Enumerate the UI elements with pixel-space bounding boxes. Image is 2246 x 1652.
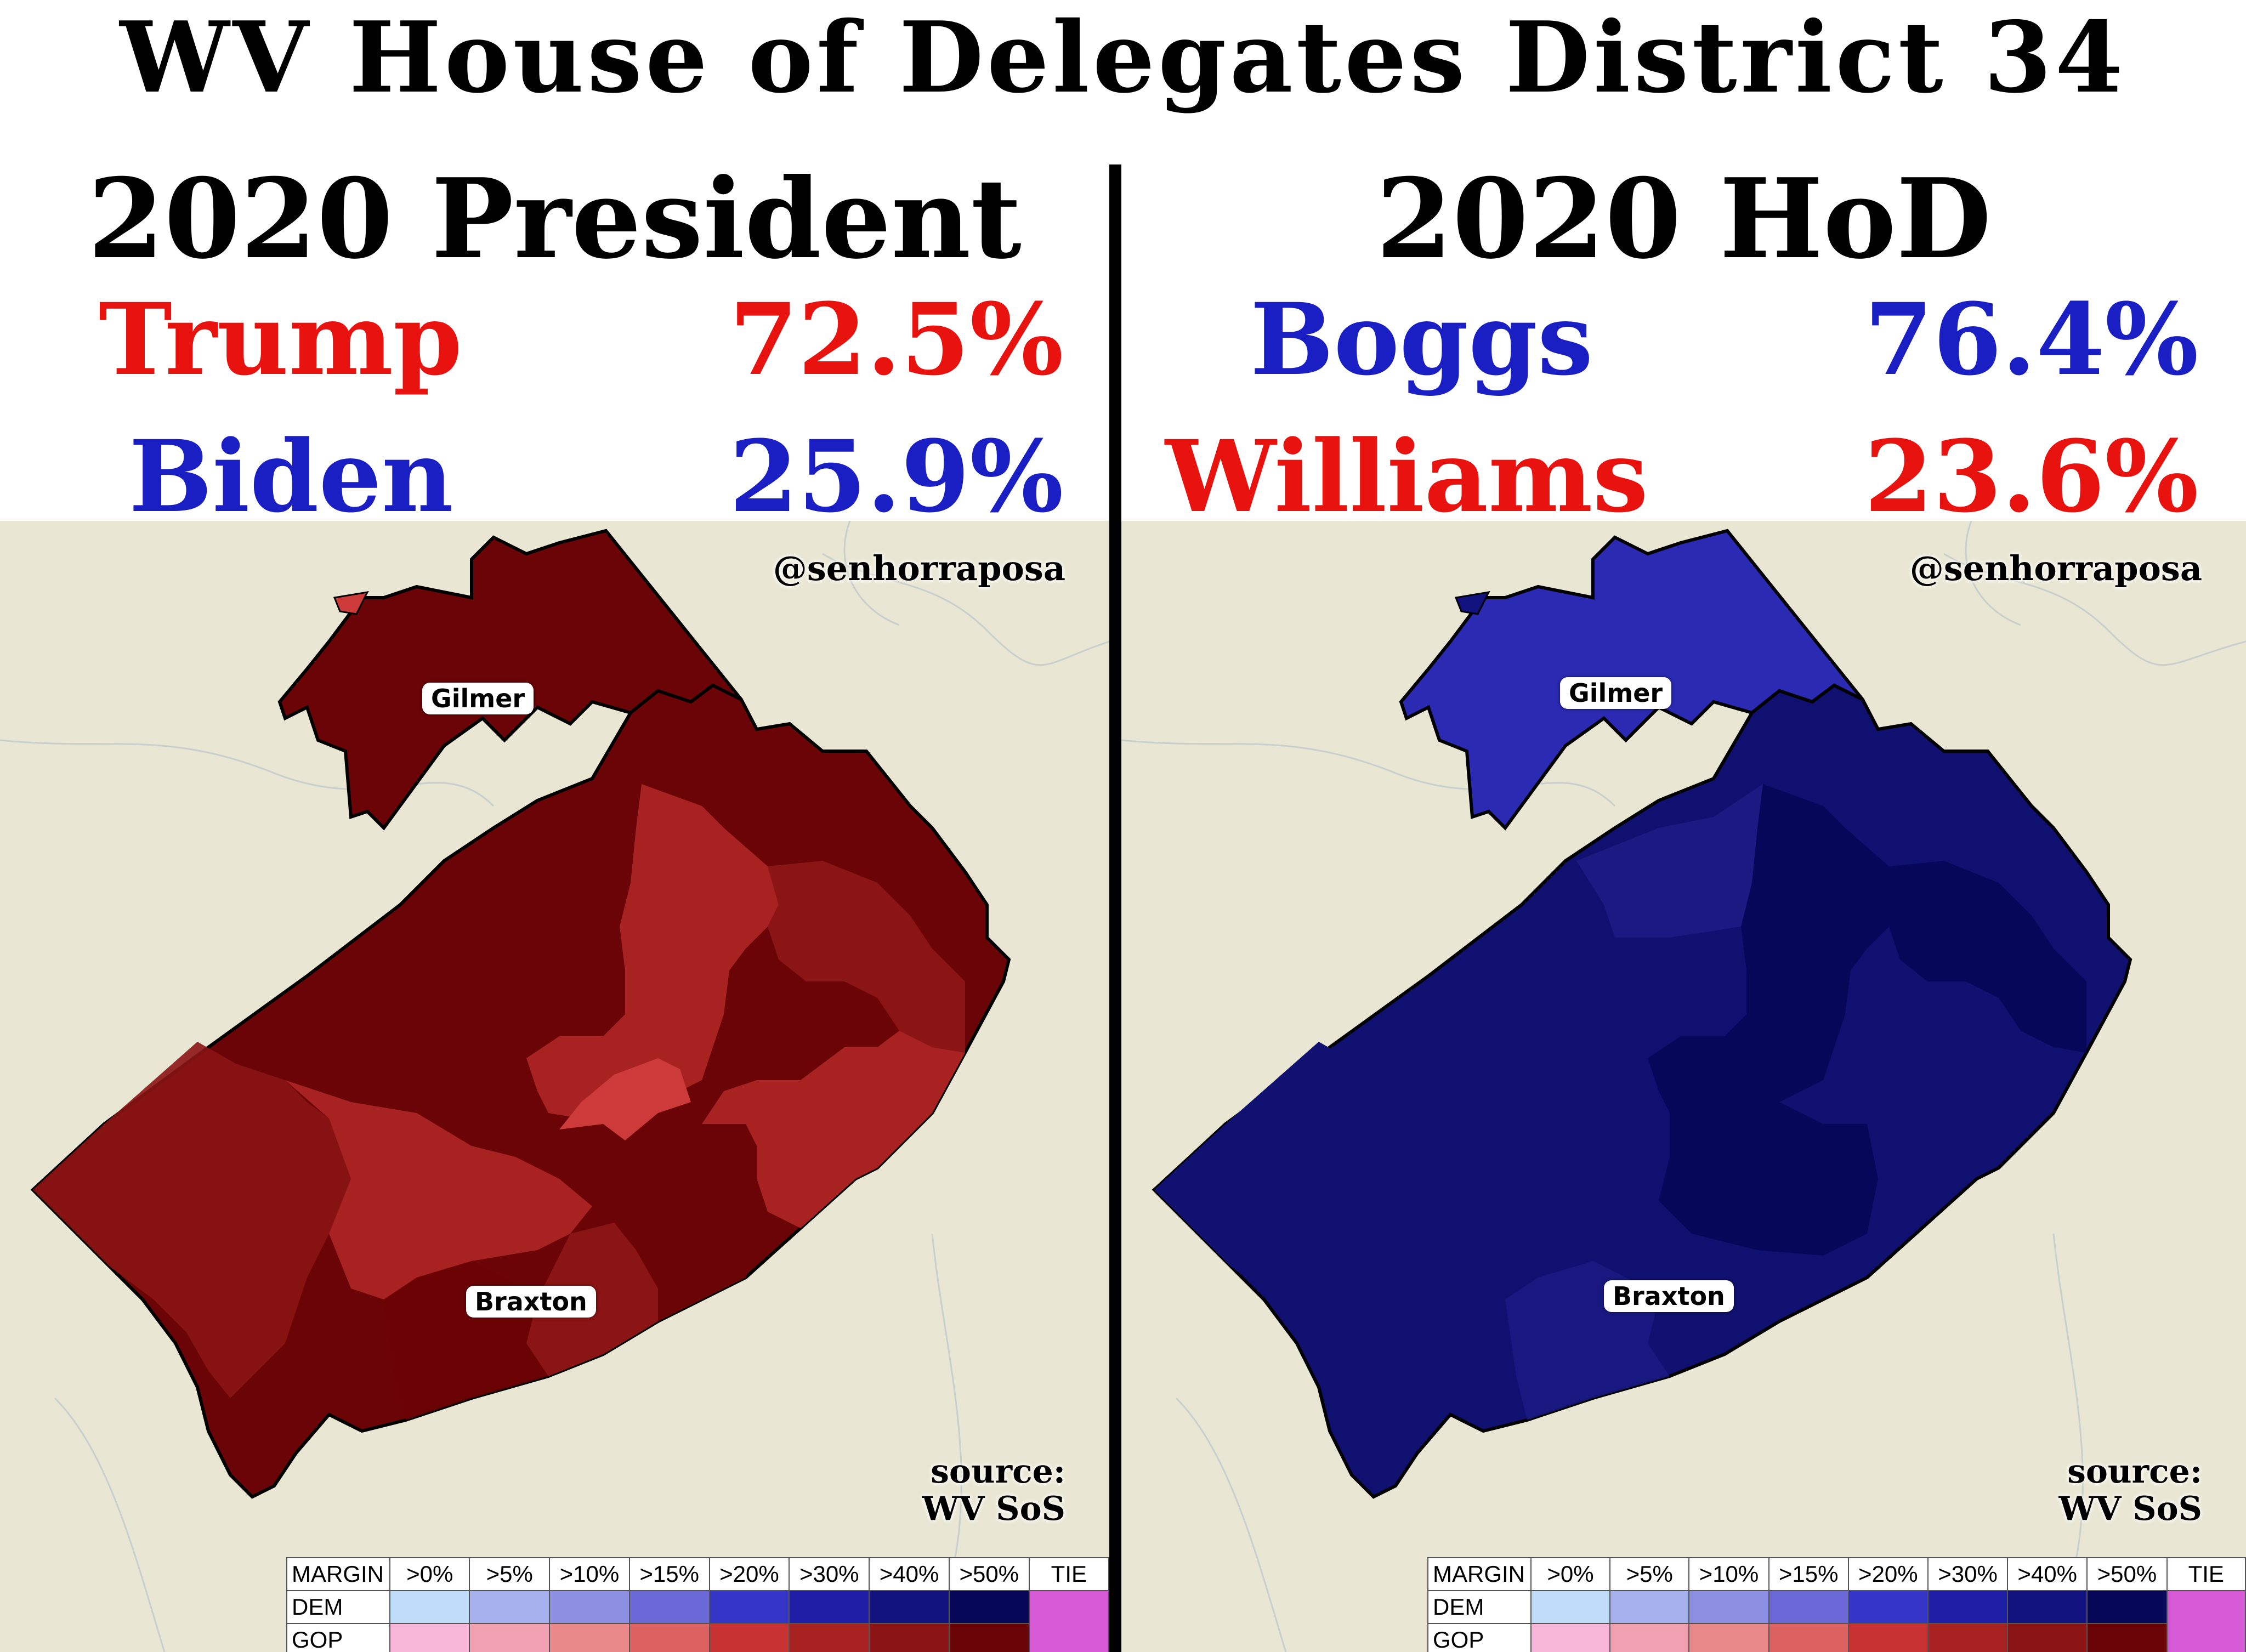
legend-gop-swatch	[1530, 1623, 1611, 1652]
legend-header-cell: >15%	[628, 1557, 710, 1591]
legend-header-cell: TIE	[2166, 1557, 2246, 1591]
legend-gop-swatch	[948, 1623, 1030, 1652]
legend-dem-swatch	[2007, 1590, 2088, 1624]
legend-header-cell: >50%	[2086, 1557, 2168, 1591]
legend-header-cell: >10%	[1688, 1557, 1769, 1591]
biden-name: Biden	[129, 419, 453, 535]
legend-dem-label: DEM	[286, 1590, 390, 1624]
gilmer-label-left: Gilmer	[422, 683, 534, 714]
page-title: WV House of Delegates District 34	[120, 0, 2126, 115]
hod-map-svg	[1121, 521, 2246, 1652]
source-line-1: source:	[931, 1452, 1065, 1491]
legend-header-cell: >20%	[708, 1557, 790, 1591]
legend-header-cell: >30%	[1927, 1557, 2009, 1591]
trump-percent: 72.5%	[729, 282, 1064, 398]
hod-map: Gilmer Braxton @senhorraposa source: WV …	[1121, 521, 2246, 1652]
source-line-1: source:	[2067, 1452, 2202, 1491]
legend-header-cell: MARGIN	[286, 1557, 390, 1591]
president-heading: 2020 President	[88, 155, 1022, 283]
boggs-percent: 76.4%	[1864, 282, 2199, 398]
legend-gop-swatch	[1927, 1623, 2009, 1652]
legend-gop-swatch	[789, 1623, 870, 1652]
legend-dem-label: DEM	[1427, 1590, 1532, 1624]
president-panel: 2020 President Trump 72.5% Biden 25.9%	[0, 159, 1109, 1652]
gilmer-label-right: Gilmer	[1560, 677, 1672, 709]
legend-dem-swatch	[789, 1590, 870, 1624]
legend-header-cell: TIE	[1028, 1557, 1109, 1591]
legend-gop-swatch	[628, 1623, 710, 1652]
legend-header-cell: >0%	[389, 1557, 470, 1591]
legend-dem-swatch	[549, 1590, 630, 1624]
legend-gop-swatch	[469, 1623, 550, 1652]
legend-dem-swatch	[389, 1590, 470, 1624]
legend-header-cell: MARGIN	[1427, 1557, 1532, 1591]
source-note-right: source: WV SoS	[2058, 1453, 2202, 1528]
author-handle-left: @senhorraposa	[773, 548, 1065, 588]
legend-dem-swatch	[708, 1590, 790, 1624]
legend-gop-swatch	[549, 1623, 630, 1652]
legend-dem-swatch	[1847, 1590, 1929, 1624]
legend-gop-swatch	[1609, 1623, 1690, 1652]
biden-percent: 25.9%	[729, 419, 1064, 535]
legend-header-cell: >5%	[469, 1557, 550, 1591]
hod-heading: 2020 HoD	[1376, 155, 1992, 283]
williams-percent: 23.6%	[1864, 419, 2199, 535]
legend-header-cell: >10%	[549, 1557, 630, 1591]
legend-dem-swatch	[628, 1590, 710, 1624]
hod-panel: 2020 HoD Boggs 76.4% Williams 23.6% Gilm…	[1121, 159, 2246, 1652]
legend-gop-swatch	[708, 1623, 790, 1652]
legend-left: MARGIN >0% >5% >10% >15% >20% >30% >40% …	[286, 1557, 1109, 1652]
panel-divider	[1109, 164, 1121, 1652]
legend-header-cell: >0%	[1530, 1557, 1611, 1591]
legend-dem-swatch	[469, 1590, 550, 1624]
braxton-label-left: Braxton	[466, 1286, 596, 1318]
legend-dem-swatch	[1530, 1590, 1611, 1624]
source-line-2: WV SoS	[2058, 1490, 2202, 1528]
legend-tie-swatch	[2166, 1590, 2246, 1652]
legend-gop-swatch	[389, 1623, 470, 1652]
legend-dem-swatch	[1768, 1590, 1849, 1624]
legend-dem-swatch	[869, 1590, 950, 1624]
source-note-left: source: WV SoS	[922, 1453, 1065, 1528]
legend-dem-swatch	[2086, 1590, 2168, 1624]
legend-gop-label: GOP	[1427, 1623, 1532, 1652]
legend-header-cell: >40%	[2007, 1557, 2088, 1591]
author-handle-right: @senhorraposa	[1909, 548, 2202, 588]
legend-gop-swatch	[869, 1623, 950, 1652]
legend-dem-swatch	[1927, 1590, 2009, 1624]
legend-gop-swatch	[2086, 1623, 2168, 1652]
braxton-label-right: Braxton	[1604, 1280, 1734, 1312]
legend-header-cell: >40%	[869, 1557, 950, 1591]
legend-header-cell: >15%	[1768, 1557, 1849, 1591]
williams-name: Williams	[1165, 419, 1648, 535]
legend-dem-swatch	[1688, 1590, 1769, 1624]
legend-header-cell: >30%	[789, 1557, 870, 1591]
legend-header-cell: >20%	[1847, 1557, 1929, 1591]
legend-dem-swatch	[1609, 1590, 1690, 1624]
president-map: Gilmer Braxton @senhorraposa source: WV …	[0, 521, 1109, 1652]
legend-dem-swatch	[948, 1590, 1030, 1624]
boggs-name: Boggs	[1250, 282, 1593, 398]
legend-gop-swatch	[1768, 1623, 1849, 1652]
president-map-svg	[0, 521, 1109, 1652]
legend-tie-swatch	[1028, 1590, 1109, 1652]
legend-gop-swatch	[1847, 1623, 1929, 1652]
legend-gop-swatch	[1688, 1623, 1769, 1652]
legend-header-cell: >5%	[1609, 1557, 1690, 1591]
legend-header-cell: >50%	[948, 1557, 1030, 1591]
legend-gop-label: GOP	[286, 1623, 390, 1652]
legend-gop-swatch	[2007, 1623, 2088, 1652]
trump-name: Trump	[99, 282, 462, 398]
source-line-2: WV SoS	[922, 1490, 1065, 1528]
legend-right: MARGIN >0% >5% >10% >15% >20% >30% >40% …	[1427, 1557, 2246, 1652]
